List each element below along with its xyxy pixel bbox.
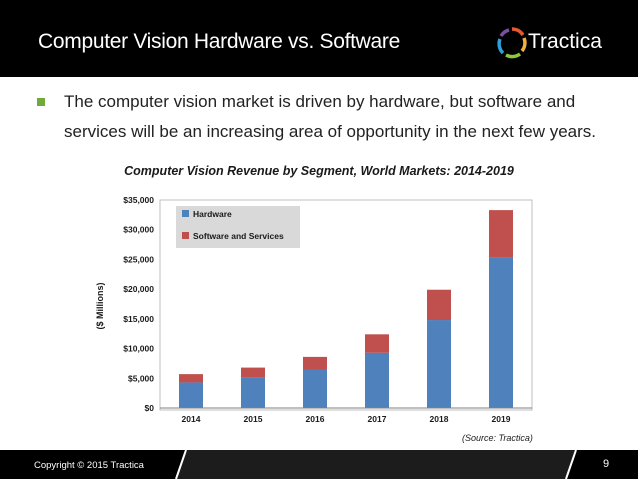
bar-software-2019 bbox=[489, 210, 513, 258]
bar-software-2018 bbox=[427, 289, 451, 321]
x-tick-label: 2019 bbox=[492, 414, 511, 424]
bar-hardware-2015 bbox=[241, 377, 265, 408]
stacked-bar-chart: $0 $5,000 $10,000 $15,000 $20,000 $25,000 $30,… bbox=[95, 195, 533, 424]
footer-bar bbox=[0, 450, 638, 479]
y-tick-label: $5,000 bbox=[128, 373, 154, 383]
y-tick-label: $30,000 bbox=[123, 225, 154, 235]
y-tick-label: $35,000 bbox=[123, 195, 154, 205]
x-tick-label: 2015 bbox=[244, 414, 263, 424]
bar-hardware-2016 bbox=[303, 369, 327, 408]
legend-swatch bbox=[182, 210, 189, 217]
x-tick-label: 2018 bbox=[430, 414, 449, 424]
bar-software-2014 bbox=[179, 374, 203, 383]
bullet-icon bbox=[37, 98, 45, 106]
legend-label: Software and Services bbox=[193, 231, 284, 241]
bar-hardware-2017 bbox=[365, 352, 389, 408]
x-tick-label: 2017 bbox=[368, 414, 387, 424]
bar-hardware-2014 bbox=[179, 382, 203, 408]
slide-header bbox=[0, 0, 638, 77]
x-tick-label: 2016 bbox=[306, 414, 325, 424]
logo-text: Tractica bbox=[528, 30, 602, 53]
bar-software-2016 bbox=[303, 356, 327, 370]
y-axis-label: ($ Millions) bbox=[95, 282, 105, 329]
legend-swatch bbox=[182, 232, 189, 239]
y-tick-label: $10,000 bbox=[123, 344, 154, 354]
x-tick-label: 2014 bbox=[182, 414, 201, 424]
page-number: 9 bbox=[603, 458, 610, 470]
chart-frame bbox=[159, 199, 533, 411]
bullet-text-line-2: services will be an increasing area of o… bbox=[64, 122, 596, 141]
y-tick-label: $0 bbox=[145, 403, 155, 413]
y-tick-label: $25,000 bbox=[123, 254, 154, 264]
bullet-text-line-1: The computer vision market is driven by … bbox=[64, 92, 576, 111]
source-note: (Source: Tractica) bbox=[462, 433, 533, 443]
legend-label: Hardware bbox=[193, 209, 232, 219]
chart-title: Computer Vision Revenue by Segment, Worl… bbox=[124, 164, 514, 178]
bar-software-2017 bbox=[365, 334, 389, 353]
tractica-logo-icon bbox=[497, 27, 527, 59]
bar-software-2015 bbox=[241, 367, 265, 378]
bar-hardware-2019 bbox=[489, 257, 513, 408]
y-tick-label: $15,000 bbox=[123, 314, 154, 324]
bar-hardware-2018 bbox=[427, 320, 451, 408]
slide-title: Computer Vision Hardware vs. Software bbox=[38, 30, 400, 53]
legend-box bbox=[176, 206, 300, 248]
y-tick-label: $20,000 bbox=[123, 284, 154, 294]
copyright-text: Copyright © 2015 Tractica bbox=[34, 460, 144, 471]
